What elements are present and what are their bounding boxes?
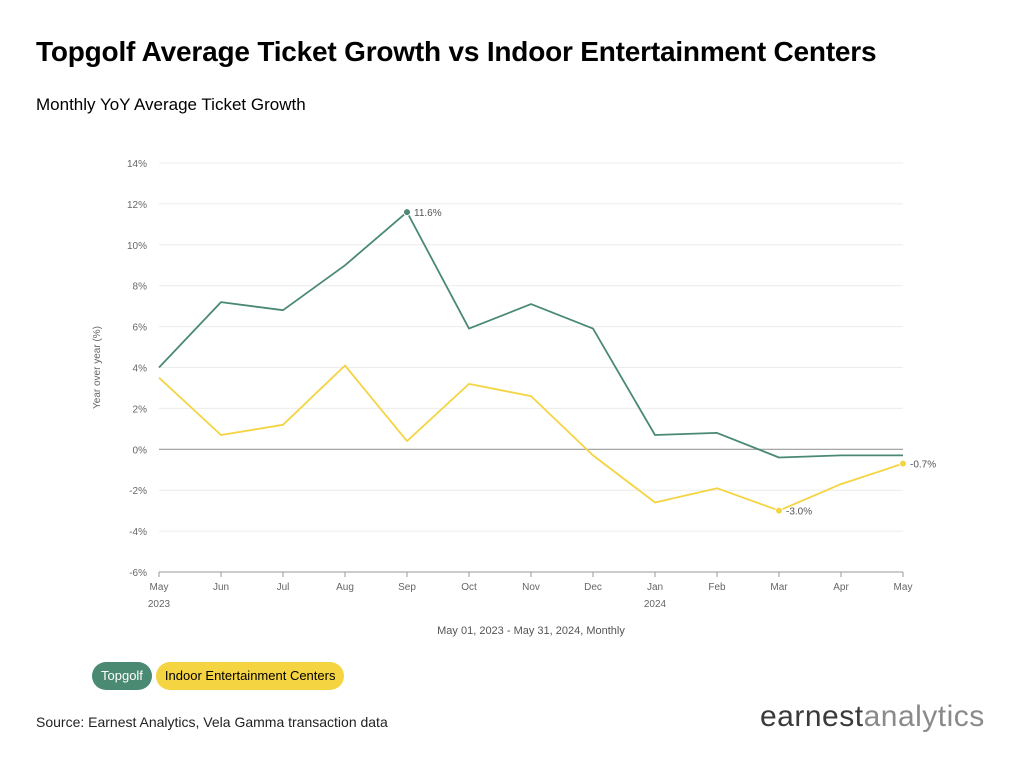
x-tick-label: Feb: [708, 582, 726, 593]
series-line-indoor-entertainment-centers: [158, 364, 904, 512]
logo-text-earnest: earnest: [760, 700, 864, 733]
x-tick-label: May: [894, 582, 913, 593]
data-label: -3.0%: [786, 507, 812, 518]
x-year-label: 2024: [644, 599, 667, 610]
earnest-analytics-logo: earnestanalytics: [760, 700, 985, 734]
y-tick-label: -2%: [129, 486, 147, 497]
line-chart: -6% -4% -2% 0% 2% 4% 6% 8% 10% 12% 14% May Jun Jul Aug…: [92, 159, 936, 637]
x-tick-label: Aug: [336, 582, 354, 593]
x-tick-label: Jun: [213, 582, 229, 593]
x-axis-title: May 01, 2023 - May 31, 2024, Monthly: [437, 625, 625, 637]
source-note: Source: Earnest Analytics, Vela Gamma tr…: [36, 714, 388, 730]
series-line-topgolf: [158, 211, 903, 459]
x-tick-label: Oct: [461, 582, 477, 593]
data-point: [775, 506, 783, 515]
y-tick-label: 14%: [127, 159, 147, 170]
y-tick-label: 6%: [133, 323, 148, 334]
data-point: [899, 459, 907, 468]
x-tick-label: Mar: [770, 582, 788, 593]
x-tick-label: Dec: [584, 582, 602, 593]
y-tick-label: -6%: [129, 568, 147, 579]
chart-title: Topgolf Average Ticket Growth vs Indoor …: [36, 36, 877, 67]
x-tick-label: Jul: [277, 582, 290, 593]
legend: Topgolf Indoor Entertainment Centers: [92, 662, 345, 690]
data-label: 11.6%: [414, 208, 442, 219]
x-year-label: 2023: [148, 599, 171, 610]
y-tick-label: 4%: [133, 364, 148, 375]
x-tick-label: Sep: [398, 582, 416, 593]
y-tick-label: -4%: [129, 527, 147, 538]
y-tick-label: 10%: [127, 241, 147, 252]
x-tick-label: Jan: [647, 582, 663, 593]
y-axis-title: Year over year (%): [92, 326, 103, 409]
logo-text-analytics: analytics: [863, 700, 985, 733]
data-point: [403, 208, 411, 217]
x-tick-label: May: [150, 582, 169, 593]
y-tick-label: 2%: [133, 404, 148, 415]
chart-subtitle: Monthly YoY Average Ticket Growth: [36, 95, 306, 114]
legend-item-topgolf[interactable]: Topgolf: [92, 662, 152, 690]
legend-item-indoor-entertainment-centers[interactable]: Indoor Entertainment Centers: [155, 662, 345, 690]
y-tick-label: 12%: [127, 200, 147, 211]
x-tick-label: Nov: [522, 582, 540, 593]
y-tick-label: 8%: [133, 282, 148, 293]
x-tick-label: Apr: [833, 582, 849, 593]
y-tick-label: 0%: [133, 445, 148, 456]
data-label: -0.7%: [910, 460, 936, 471]
